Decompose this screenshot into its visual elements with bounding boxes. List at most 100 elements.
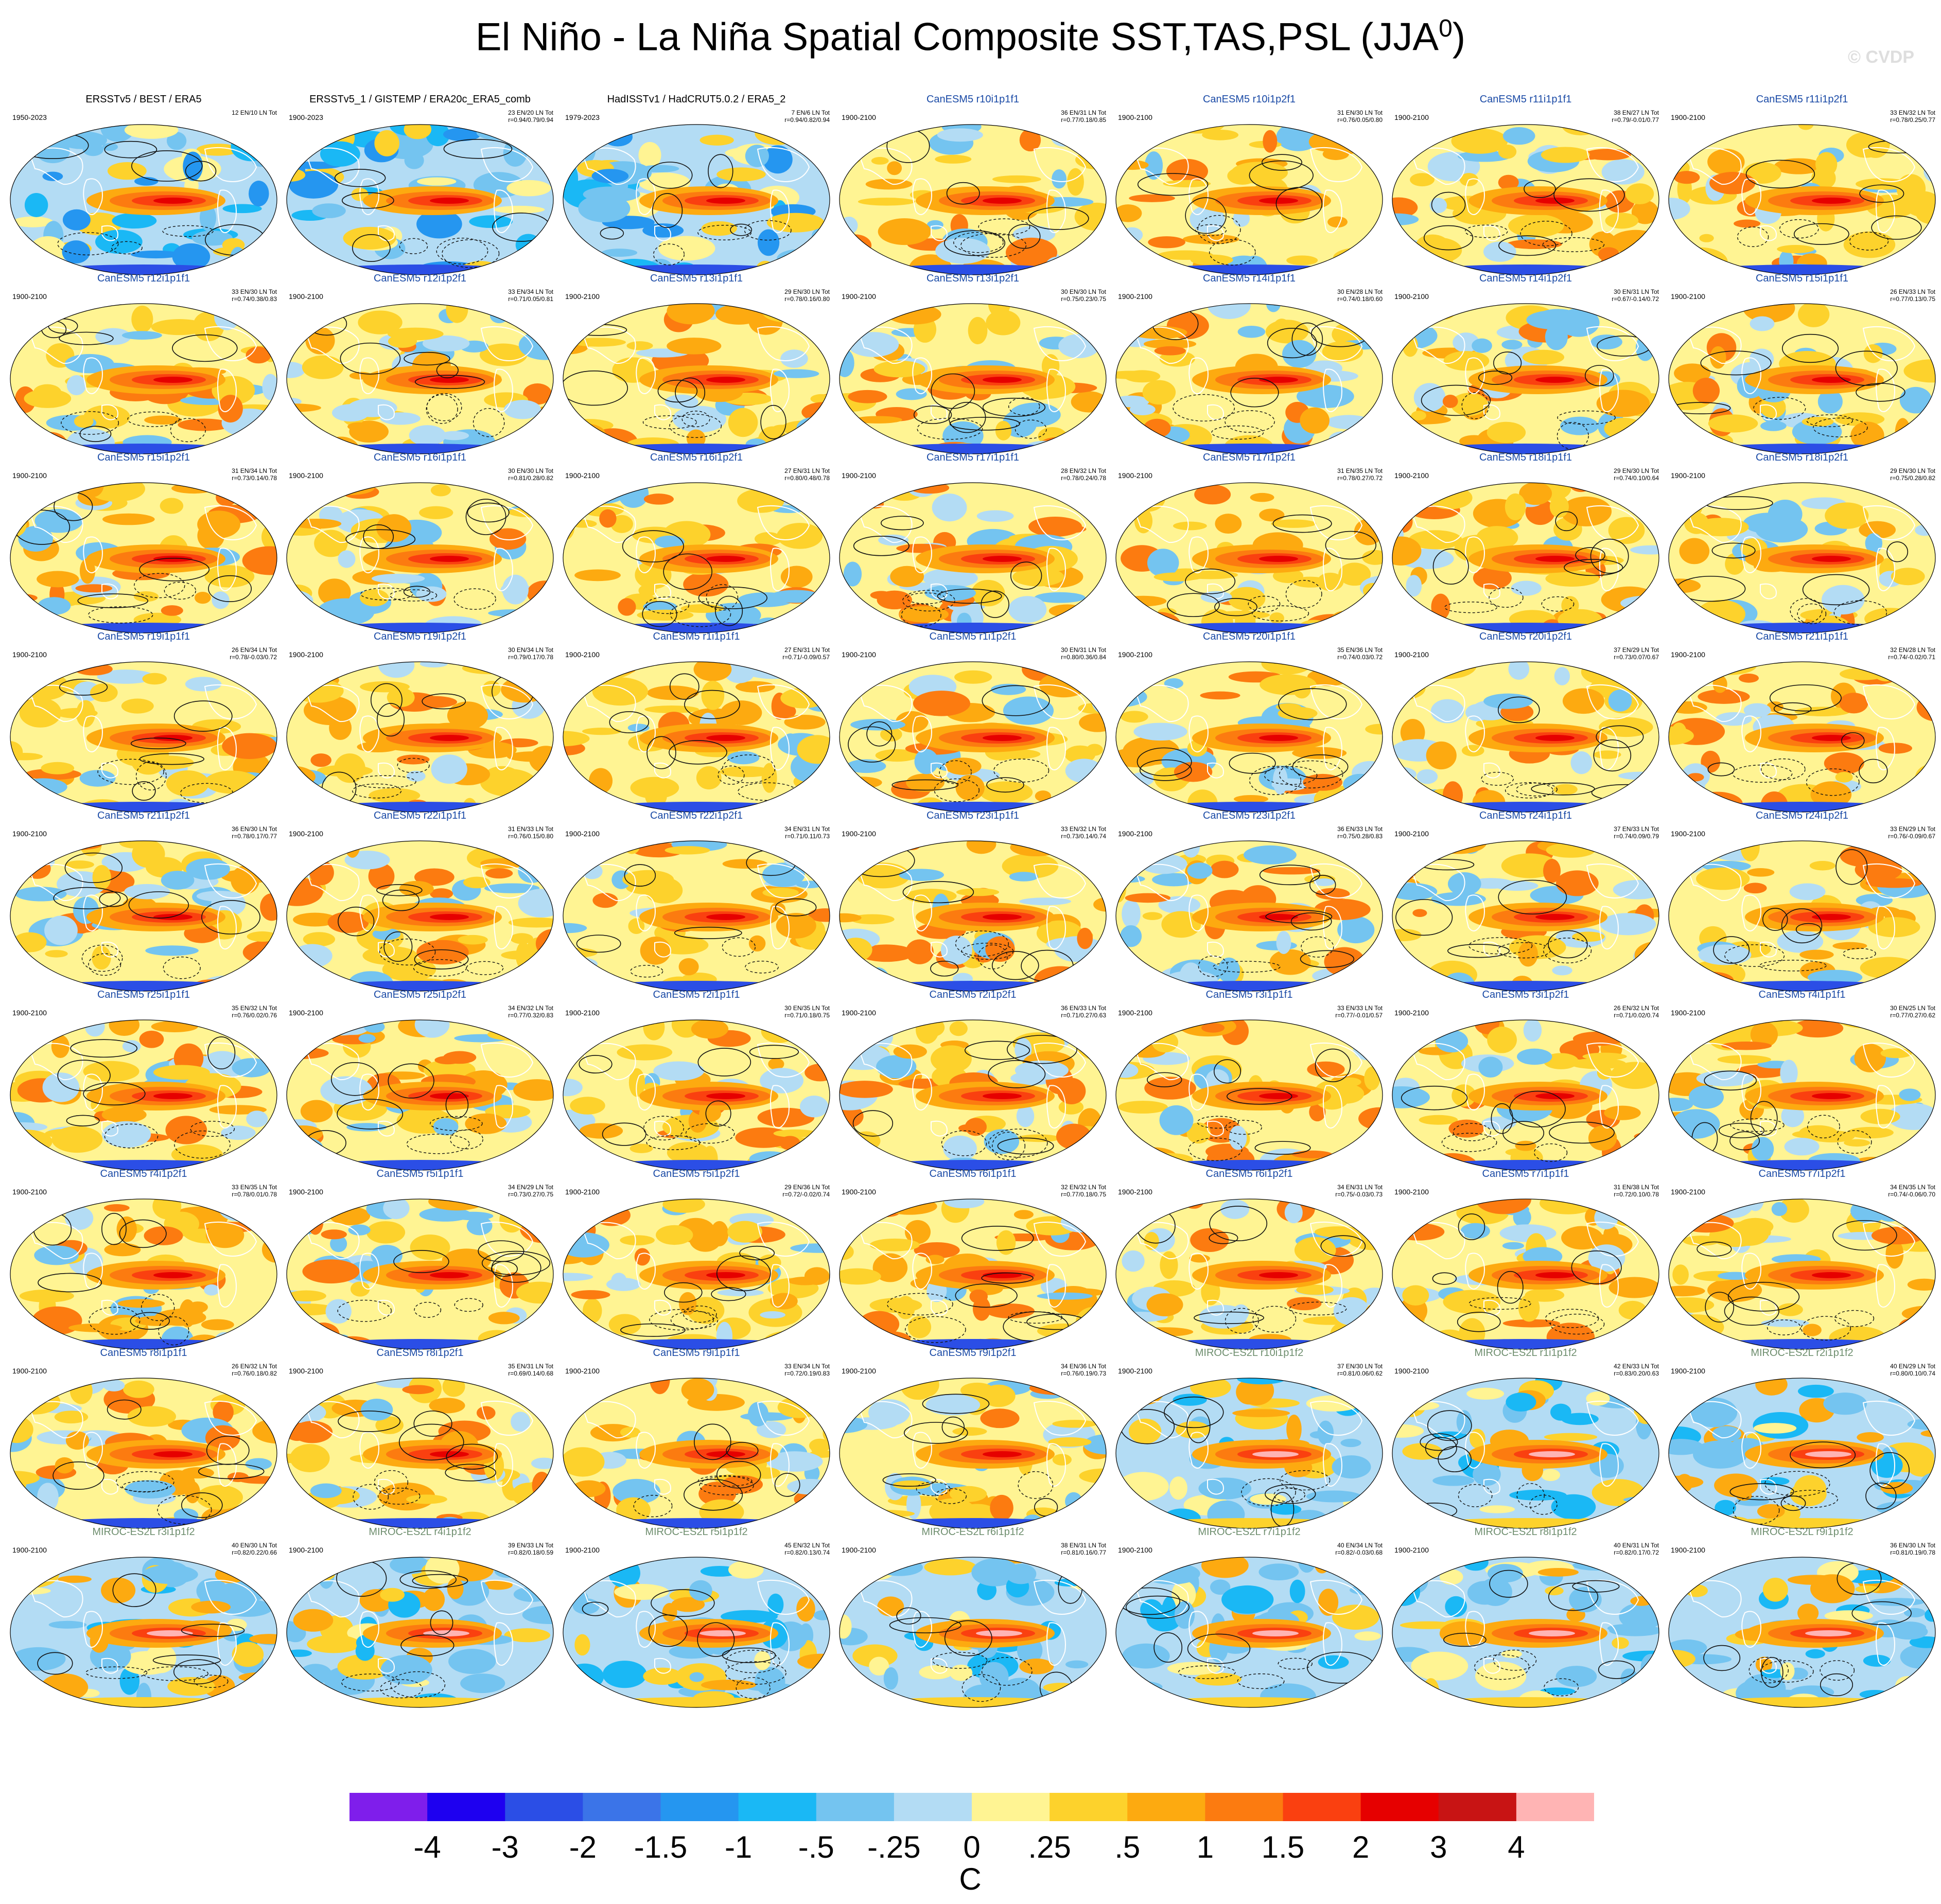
anomaly-patch [790,1324,830,1349]
map-border [839,124,1107,275]
continent-outline [101,225,118,241]
anomaly-patch [1717,1055,1772,1064]
anomaly-patch [1294,1237,1336,1264]
anomaly-patch [290,1208,306,1226]
psl-contour-negative [1759,960,1827,972]
panel-stat-line: 37 EN/30 LN Tot [1337,1363,1383,1370]
anomaly-patch [101,1106,147,1123]
anomaly-patch [868,1399,910,1426]
panel-title: CanESM5 r23i1p2f1 [1202,810,1296,821]
map-panel: CanESM5 r22i1p1f1 1900-2100 31 EN/33 LN To… [282,810,558,993]
psl-contour-positive [1432,1272,1457,1285]
anomaly-patch [680,604,725,613]
anomaly-patch [618,598,636,616]
continent-outline [378,404,395,420]
panel-title: CanESM5 r22i1p2f1 [650,810,743,821]
psl-contour-positive [1139,759,1192,781]
anomaly-patch [1518,941,1538,967]
psl-contour-negative [1790,598,1823,624]
psl-contour-positive [896,1607,921,1625]
anomaly-patch [887,161,902,175]
anomaly-patch [1669,304,1707,314]
map-panel: CanESM5 r13i1p1f1 1900-2100 29 EN/30 LN To… [558,273,835,455]
anomaly-patch [58,1575,92,1583]
enso-tongue-peak [1535,198,1575,204]
anomaly-patch [1343,773,1378,795]
anomaly-patch [1060,1212,1101,1232]
panel-stat-line: r=0.77/-0.01/0.57 [1335,1012,1383,1019]
anomaly-patch [488,609,538,617]
anomaly-patch [566,1663,604,1690]
continent-outline [858,505,913,543]
anomaly-patch [1088,1561,1106,1576]
continent-outline [757,1043,810,1078]
anomaly-patch [843,483,893,489]
anomaly-patch [1019,1659,1054,1674]
anomaly-patch [196,890,242,902]
composite-map [1392,124,1659,275]
continent-outline [912,536,932,573]
anomaly-patch [1324,947,1365,977]
anomaly-patch [622,870,674,889]
continent-outline [29,684,83,722]
anomaly-patch [1093,483,1106,489]
panel-stat-line: r=0.71/0.02/0.74 [1614,1012,1659,1019]
colorbar-tick-label: 1.5 [1261,1830,1305,1864]
panel-stat-line: 38 EN/27 LN Tot [1614,109,1659,116]
psl-contour-negative [1213,961,1281,973]
continent-outline [1465,1253,1485,1290]
panel-stat-line: 34 EN/31 LN Tot [1337,1184,1383,1191]
anomaly-patch [943,1135,977,1161]
panel-title: MIROC-ES2L r3i1p1f2 [92,1526,195,1538]
enso-tongue-peak [1259,556,1298,562]
anomaly-patch [359,589,389,607]
anomaly-patch [875,304,895,318]
anomaly-patch [343,226,396,250]
map-border [1392,1198,1659,1350]
anomaly-patch [293,1609,334,1632]
map-panel: CanESM5 r15i1p1f1 1900-2100 26 EN/33 LN To… [1664,273,1940,455]
anomaly-patch [1588,1125,1617,1151]
anomaly-patch [16,1199,62,1213]
continent-outline [582,1580,636,1618]
psl-contour-positive [1729,1483,1794,1501]
anomaly-patch [171,1144,223,1165]
psl-contour-positive [651,1589,715,1617]
anomaly-patch [1411,411,1426,420]
psl-contour-positive [1249,160,1314,190]
psl-contour-negative [97,759,164,785]
anomaly-patch [899,606,949,623]
psl-contour-positive [622,530,684,562]
continent-outline [1207,1120,1224,1137]
panel-stat-line: 40 EN/30 LN Tot [232,1542,277,1549]
psl-contour-positive [393,1250,449,1273]
continent-outline [1876,1622,1895,1666]
anomaly-patch [324,1022,369,1036]
anomaly-patch [1392,1030,1414,1052]
psl-contour-negative [337,1299,392,1322]
anomaly-patch [1365,724,1383,735]
anomaly-patch [238,1672,277,1682]
anomaly-patch [287,1649,312,1657]
anomaly-patch [217,308,234,327]
panel-stat-line: 34 EN/35 LN Tot [1890,1184,1935,1191]
psl-contour-positive [949,417,1020,431]
anomaly-patch [563,679,580,698]
panel-stat-line: 35 EN/32 LN Tot [232,1004,277,1012]
anomaly-patch [10,854,31,872]
psl-contour-negative [81,944,123,972]
panel-stat-line: 33 EN/32 LN Tot [1890,109,1935,116]
anomaly-patch [864,1331,911,1347]
psl-contour-positive [1006,1035,1078,1064]
colorbar-swatch [1360,1793,1439,1821]
map-panel: CanESM5 r22i1p2f1 1900-2100 34 EN/31 LN To… [558,810,835,993]
continent-outline [1033,684,1087,719]
anomaly-patch [1543,859,1561,883]
anomaly-patch [924,585,976,601]
panel-title: CanESM5 r8i1p1f1 [100,1347,187,1359]
continent-outline [912,715,932,752]
psl-contour-negative [141,1294,175,1321]
anomaly-patch [92,945,111,970]
anomaly-patch [1095,1684,1106,1707]
anomaly-patch [882,1199,937,1215]
